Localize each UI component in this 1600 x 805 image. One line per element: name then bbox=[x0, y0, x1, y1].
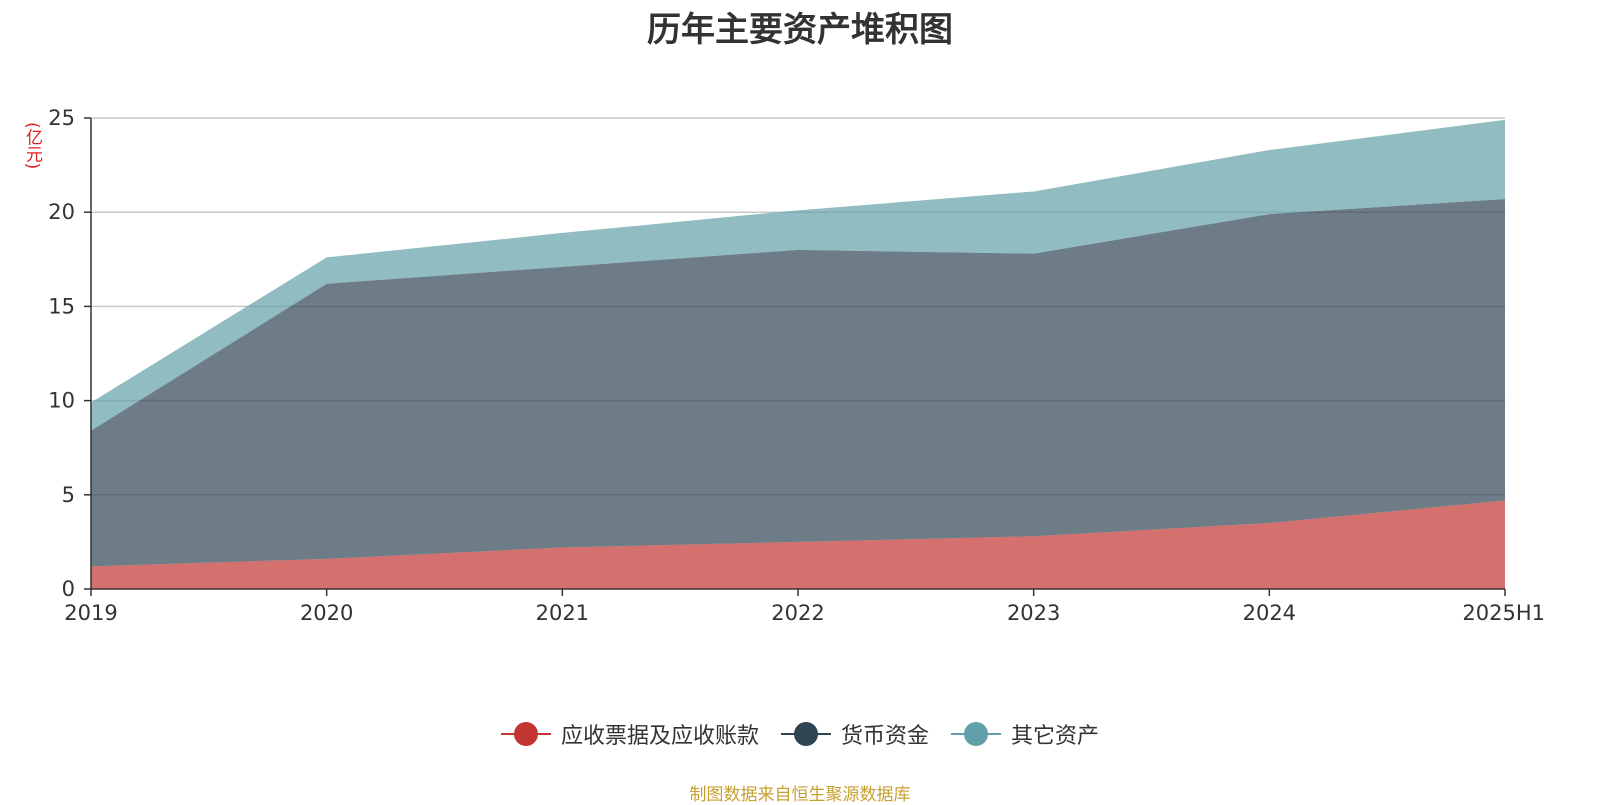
legend-label: 其它资产 bbox=[1011, 724, 1100, 749]
y-axis-unit-label: (亿元) bbox=[22, 122, 42, 170]
y-tick-label: 10 bbox=[48, 389, 75, 413]
legend-marker-icon bbox=[951, 721, 1001, 747]
x-tick-label: 2022 bbox=[771, 601, 824, 625]
y-tick-label: 0 bbox=[62, 577, 75, 601]
legend-marker-icon bbox=[780, 721, 831, 747]
x-tick-label: 2024 bbox=[1243, 601, 1296, 625]
legend-item[interactable]: 其它资产 bbox=[951, 718, 1099, 750]
stacked-area-chart: 0 5 10 15 20 25 2019 2020 2021 2022 2023 2024 2025H1 bbox=[48, 106, 1545, 625]
legend-label: 应收票据及应收账款 bbox=[560, 724, 759, 749]
y-tick-label: 20 bbox=[48, 200, 75, 224]
area-series-2 bbox=[91, 119, 1505, 431]
legend-label: 货币资金 bbox=[840, 724, 929, 749]
x-tick-label: 2019 bbox=[64, 601, 117, 625]
area-series-1 bbox=[91, 199, 1505, 567]
legend-item[interactable]: 货币资金 bbox=[780, 718, 929, 750]
legend-marker-icon bbox=[500, 721, 551, 747]
axes: 0 5 10 15 20 25 2019 2020 2021 2022 2023 2024 2025H1 bbox=[48, 106, 1545, 625]
x-tick-label: 2021 bbox=[536, 601, 589, 625]
legend-item[interactable]: 应收票据及应收账款 bbox=[500, 718, 759, 750]
y-tick-label: 15 bbox=[48, 294, 75, 318]
x-tick-label: 2023 bbox=[1007, 601, 1060, 625]
y-tick-label: 25 bbox=[48, 106, 75, 130]
area-series bbox=[91, 119, 1505, 589]
y-tick-label: 5 bbox=[62, 483, 75, 507]
area-series-0 bbox=[91, 500, 1505, 589]
chart-title: 历年主要资产堆积图 bbox=[647, 10, 953, 50]
source-note: 制图数据来自恒生聚源数据库 bbox=[689, 785, 911, 805]
legend: 应收票据及应收账款 货币资金 其它资产 bbox=[0, 718, 1600, 750]
x-tick-label: 2025H1 bbox=[1462, 601, 1545, 625]
x-tick-label: 2020 bbox=[300, 601, 353, 625]
